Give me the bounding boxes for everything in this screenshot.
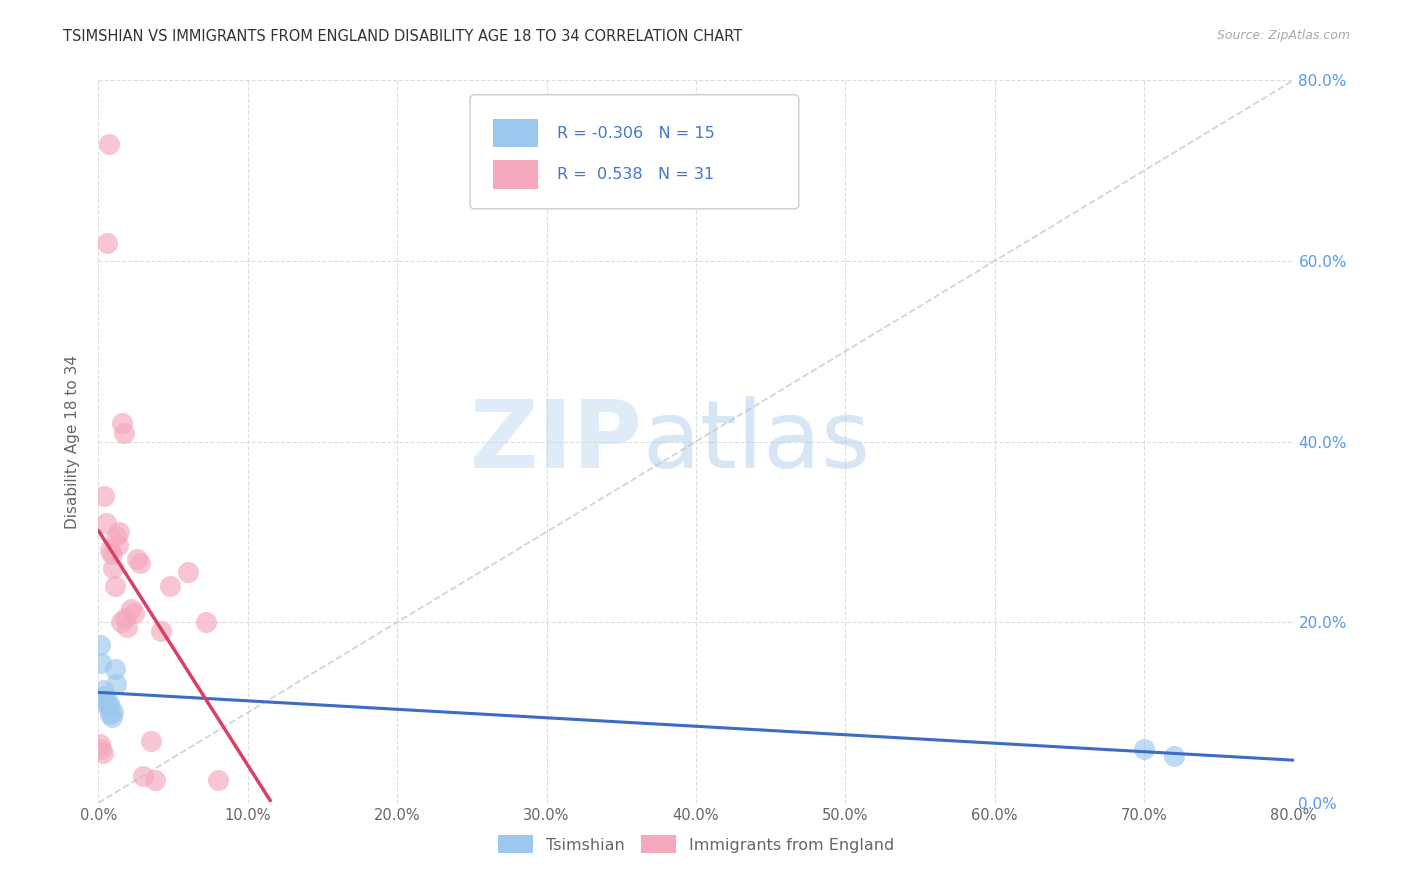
- FancyBboxPatch shape: [494, 119, 538, 147]
- Text: atlas: atlas: [643, 395, 870, 488]
- Point: [94, 695, 117, 709]
- Text: Source: ZipAtlas.com: Source: ZipAtlas.com: [1216, 29, 1350, 42]
- Point: [120, 601, 142, 615]
- Point: [195, 615, 218, 630]
- Point: [124, 606, 146, 620]
- Point: [108, 524, 131, 539]
- Legend: Tsimshian, Immigrants from England: Tsimshian, Immigrants from England: [492, 829, 900, 860]
- Point: [150, 624, 173, 639]
- Point: [104, 579, 127, 593]
- Text: TSIMSHIAN VS IMMIGRANTS FROM ENGLAND DISABILITY AGE 18 TO 34 CORRELATION CHART: TSIMSHIAN VS IMMIGRANTS FROM ENGLAND DIS…: [63, 29, 742, 44]
- Point: [110, 615, 132, 630]
- Point: [105, 529, 128, 543]
- Point: [107, 538, 129, 552]
- Point: [97, 697, 120, 711]
- Text: R =  0.538   N = 31: R = 0.538 N = 31: [557, 167, 714, 182]
- Point: [93, 489, 115, 503]
- Point: [177, 566, 200, 580]
- Point: [103, 706, 125, 720]
- Point: [96, 235, 118, 250]
- Point: [94, 516, 117, 530]
- Point: [98, 542, 122, 557]
- Point: [1163, 748, 1185, 763]
- Point: [114, 610, 136, 624]
- Point: [98, 701, 122, 715]
- Point: [104, 662, 127, 676]
- Point: [90, 656, 112, 670]
- Point: [98, 707, 122, 722]
- Point: [127, 552, 149, 566]
- Y-axis label: Disability Age 18 to 34: Disability Age 18 to 34: [65, 354, 80, 529]
- Point: [129, 557, 152, 571]
- Point: [103, 561, 125, 575]
- Point: [105, 676, 128, 690]
- Text: ZIP: ZIP: [470, 395, 643, 488]
- Point: [101, 710, 124, 724]
- Point: [207, 773, 229, 788]
- Point: [143, 773, 166, 788]
- Point: [111, 417, 134, 431]
- Point: [89, 638, 111, 652]
- Point: [97, 136, 120, 151]
- Point: [132, 769, 155, 783]
- Point: [115, 620, 138, 634]
- Point: [91, 682, 114, 697]
- Point: [139, 734, 162, 748]
- Point: [93, 690, 115, 704]
- Point: [96, 698, 118, 713]
- Point: [90, 741, 112, 756]
- Point: [101, 548, 124, 562]
- Point: [1133, 741, 1156, 756]
- Point: [159, 579, 181, 593]
- Point: [89, 737, 111, 751]
- Point: [91, 746, 114, 760]
- Text: R = -0.306   N = 15: R = -0.306 N = 15: [557, 126, 716, 141]
- FancyBboxPatch shape: [470, 95, 799, 209]
- Point: [112, 425, 135, 440]
- FancyBboxPatch shape: [494, 160, 538, 189]
